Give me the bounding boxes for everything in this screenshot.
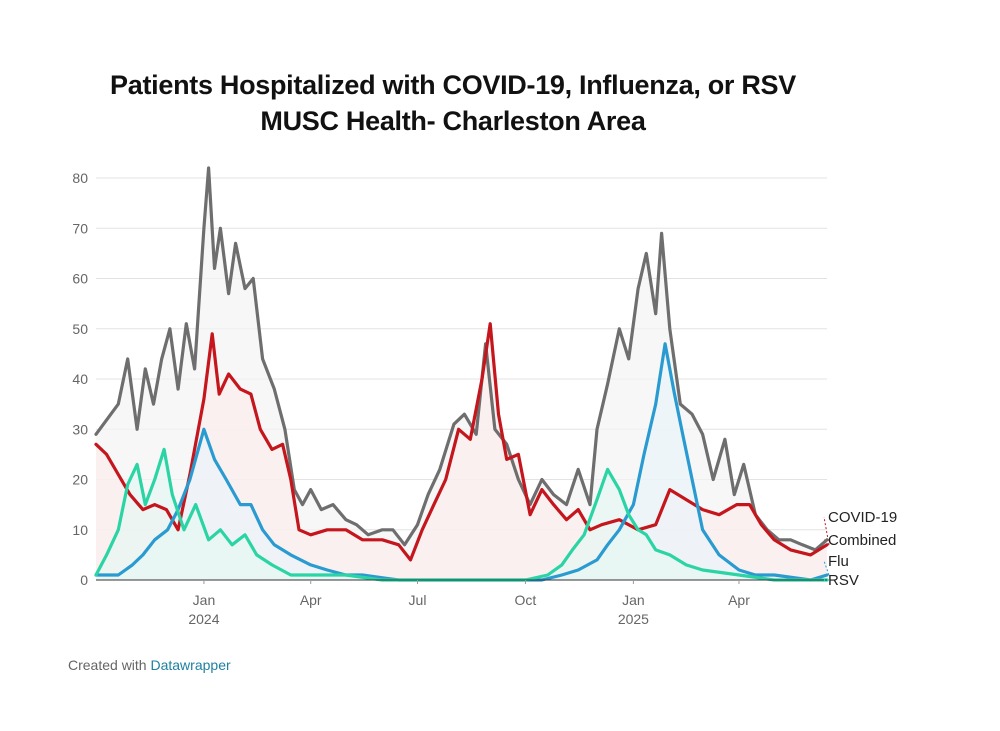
- x-tick-label: Jan: [193, 592, 216, 608]
- footer-prefix: Created with: [68, 657, 147, 673]
- x-tick-label: Apr: [300, 592, 322, 608]
- x-tick-label: Jul: [409, 592, 427, 608]
- series-labels: COVID-19 Combined Flu RSV: [823, 509, 897, 589]
- x-tick-year-label: 2025: [618, 611, 649, 627]
- y-tick-label: 10: [72, 522, 88, 538]
- y-tick-label: 0: [80, 572, 88, 588]
- area-covid-19: [96, 323, 827, 580]
- y-tick-label: 70: [72, 220, 88, 236]
- chart-title: Patients Hospitalized with COVID-19, Inf…: [110, 70, 796, 100]
- label-connector: [823, 560, 830, 576]
- line-combined: [94, 166, 829, 552]
- y-tick-label: 80: [72, 170, 88, 186]
- series-label-covid-19: COVID-19: [828, 509, 897, 526]
- datawrapper-link[interactable]: Datawrapper: [150, 657, 231, 673]
- series-label-rsv: RSV: [828, 572, 859, 589]
- x-tick-label: Apr: [728, 592, 750, 608]
- series-areas: [96, 168, 827, 580]
- line-covid-19: [94, 322, 829, 562]
- series-label-flu: Flu: [828, 553, 849, 570]
- axes: 0 10 20 30 40 50 60 70 80 Jan 2024 Apr Jul Oct Jan 2025…: [72, 170, 827, 627]
- y-tick-label: 50: [72, 321, 88, 337]
- area-rsv: [96, 449, 827, 580]
- y-tick-label: 20: [72, 472, 88, 488]
- footer-credit: Created with Datawrapper: [68, 657, 231, 673]
- y-tick-label: 30: [72, 421, 88, 437]
- area-flu: [96, 343, 827, 580]
- y-tick-label: 60: [72, 271, 88, 287]
- x-tick-label: Oct: [515, 592, 537, 608]
- series-label-combined: Combined: [828, 532, 896, 549]
- y-tick-label: 40: [72, 371, 88, 387]
- x-tick-label: Jan: [622, 592, 645, 608]
- x-tick-year-label: 2024: [188, 611, 219, 627]
- chart-subtitle: MUSC Health- Charleston Area: [260, 106, 646, 136]
